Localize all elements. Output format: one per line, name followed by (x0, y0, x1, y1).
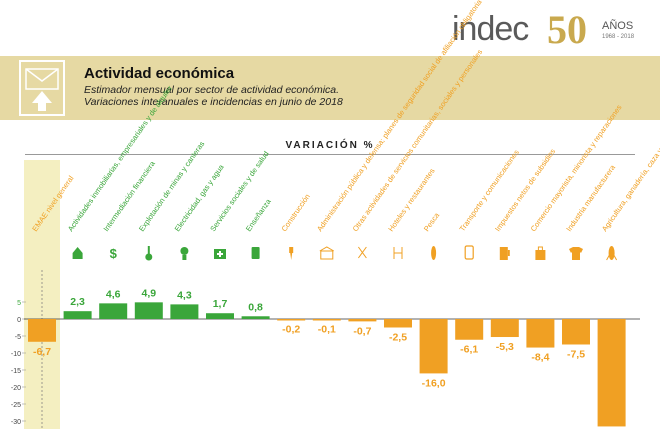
bar (206, 313, 234, 319)
logo-number: 50 (547, 7, 587, 52)
bulb-icon (180, 247, 189, 260)
y-tick-label: -5 (15, 334, 21, 341)
data-label: -8,4 (531, 352, 549, 364)
data-label: 4,6 (106, 288, 121, 300)
y-tick-label: -30 (11, 419, 21, 426)
chart-title-rule (25, 154, 635, 155)
bar (419, 319, 448, 374)
page-title: Actividad económica (84, 65, 235, 82)
subtitle-line-1: Estimador mensual por sector de activida… (84, 84, 340, 96)
data-label: -2,5 (389, 332, 407, 344)
bar (312, 319, 341, 321)
chart-title: VARIACIÓN % (285, 140, 375, 151)
header-banner: Actividad económica Estimador mensual po… (0, 56, 660, 120)
logo-anos: AÑOS (602, 20, 634, 32)
house-icon (72, 247, 83, 259)
data-label: -5,3 (496, 341, 514, 353)
bar (134, 302, 163, 319)
y-tick-label: 5 (17, 300, 21, 307)
data-label: -0,2 (282, 324, 300, 336)
bar (490, 319, 519, 338)
bag-icon (535, 246, 546, 260)
pump-icon (499, 247, 510, 260)
shirt-icon (569, 247, 583, 260)
category-label: Enseñanza (244, 197, 273, 234)
data-label: -6,1 (460, 344, 478, 356)
subtitle-line-2: Variaciones interanuales e incidencias e… (84, 96, 343, 108)
medkit-icon (214, 249, 226, 259)
bar (28, 319, 56, 342)
bar (526, 319, 555, 348)
svg-text:$: $ (110, 246, 118, 261)
dollar-icon: $ (110, 246, 118, 261)
scissors-icon (357, 246, 367, 259)
data-label: -6,7 (33, 346, 51, 358)
bar (597, 319, 626, 427)
category-label: Otras actividades de servicios comunitar… (351, 47, 485, 233)
door-icon (393, 247, 403, 259)
bar (455, 319, 484, 340)
y-tick-label: -20 (11, 385, 21, 392)
category-label: Impuestos netos de subsidios (493, 147, 557, 233)
y-tick-label: -25 (11, 402, 21, 409)
category-label: Construcción (279, 192, 311, 233)
fish-icon (431, 246, 437, 260)
data-label: -0,7 (353, 325, 371, 337)
category-label: Pesca (422, 210, 442, 233)
data-label: -0,1 (318, 323, 336, 335)
category-label: Servicios sociales y de salud (208, 149, 270, 233)
data-label: 4,9 (141, 287, 156, 299)
page-subtitle: Estimador mensual por sector de activida… (84, 84, 343, 108)
bar (348, 319, 377, 322)
bar (63, 311, 92, 319)
data-label: 0,8 (248, 301, 263, 313)
data-label: 2,3 (70, 296, 85, 308)
category-label: Administración pública y defensa; planes… (315, 0, 484, 233)
phone-icon (464, 245, 474, 260)
bar (562, 319, 590, 345)
bar (241, 316, 270, 319)
category-label: Explotación de minas y canteras (137, 139, 206, 233)
y-tick-label: -15 (11, 368, 21, 375)
y-tick-label: -10 (11, 351, 21, 358)
book-icon (251, 247, 260, 259)
data-label: -7,5 (567, 349, 585, 361)
report-icon (19, 60, 65, 116)
logo-years: 1968 - 2018 (602, 34, 635, 40)
logo-text: indec (452, 10, 529, 48)
y-tick-label: 0 (17, 317, 21, 324)
data-label: 4,3 (177, 289, 192, 301)
shovel-icon (145, 246, 153, 261)
bar (170, 304, 199, 319)
category-label: Transporte y comunicaciones (457, 148, 521, 233)
building-icon (319, 246, 335, 260)
data-label: -16,0 (422, 377, 446, 389)
bar (99, 303, 128, 319)
data-label: 1,7 (213, 298, 228, 310)
bar (277, 319, 306, 321)
indec-logo: indec 50 AÑOS 1968 - 2018 (452, 7, 652, 52)
corn-icon (606, 246, 618, 261)
bar (384, 319, 412, 328)
drill-icon (289, 247, 294, 260)
